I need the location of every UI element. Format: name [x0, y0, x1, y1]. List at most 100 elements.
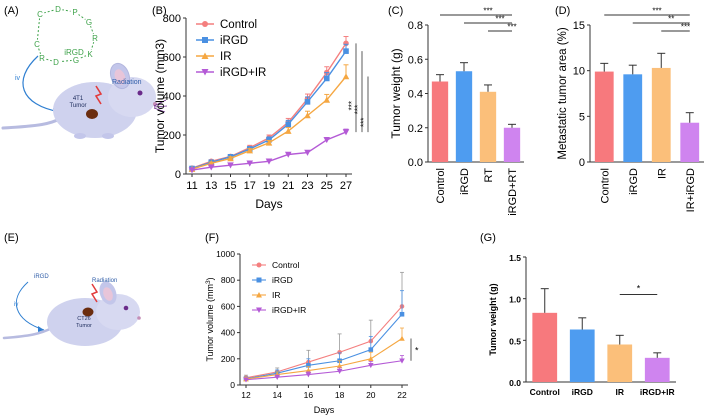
- chart-d-metastatic-area: 0 5 10 15 Metastatic tumor area (%) Control iR…: [557, 7, 704, 212]
- y-tick-label: 1.5: [509, 253, 521, 263]
- peptide-letter: R: [39, 54, 45, 63]
- x-tick-label: 19: [263, 180, 275, 192]
- illustration-e: iRGD iv Radiation CT26 Tumor: [2, 274, 141, 346]
- data-point: [305, 372, 312, 378]
- peptide-node: [90, 33, 100, 43]
- data-point: [227, 155, 234, 162]
- series-line-irgd: [245, 313, 403, 380]
- x-tick-label: Control: [435, 168, 447, 203]
- x-tick-label: 11: [186, 180, 197, 192]
- panel-label-f: (F): [205, 232, 219, 244]
- significance-stars: ***: [495, 15, 504, 24]
- y-tick-label: 0.2: [408, 123, 423, 135]
- tumor-label-a-line1: 4T1: [73, 96, 84, 102]
- peptide-name-a: iRGD: [64, 48, 84, 57]
- chart-c-tumor-weight: 0.0 0.2 0.4 0.6 0.8 Tumor weight (g) Control iR…: [389, 7, 524, 216]
- significance-stars: ***: [360, 118, 369, 127]
- radiation-bolt-icon: [90, 283, 99, 303]
- panel-label-b: (B): [152, 5, 167, 17]
- legend-label: IR: [272, 290, 281, 300]
- data-point: [284, 151, 292, 158]
- peptide-letter: C: [34, 40, 40, 49]
- x-tick-label: 22: [397, 390, 407, 400]
- data-point: [399, 311, 405, 317]
- y-tick-label: 0.6: [408, 54, 423, 66]
- peptide-letter: D: [53, 58, 59, 67]
- iv-label-e: iv: [14, 302, 18, 308]
- bar-irgdrt: [503, 127, 521, 162]
- x-tick-label: Control: [599, 168, 611, 203]
- bar-control: [532, 312, 558, 382]
- radiation-label-a: Radiation: [112, 79, 142, 86]
- panel-label-g: (G): [480, 232, 496, 244]
- radiation-label-e: Radiation: [92, 278, 117, 284]
- x-tick-label: 17: [244, 180, 256, 192]
- peptide-node: [51, 57, 61, 67]
- data-point: [343, 48, 349, 54]
- iv-label-a: iv: [15, 75, 21, 82]
- y-tick-label: 0.0: [509, 378, 521, 388]
- data-point: [201, 69, 209, 76]
- data-point: [256, 292, 262, 298]
- peptide-node: [32, 39, 42, 49]
- data-point: [304, 149, 311, 156]
- significance-stars: ***: [354, 105, 363, 114]
- x-tick-label: 25: [321, 180, 333, 192]
- data-point: [336, 363, 343, 369]
- x-tick-label: 15: [224, 180, 236, 192]
- legend-label: iRGD+IR: [272, 305, 306, 315]
- bar-irirgd: [680, 122, 700, 162]
- x-tick-label: iRGD+IR: [640, 387, 675, 397]
- tumor-label-e-line2: Tumor: [76, 323, 92, 329]
- series-line-irgd: [191, 50, 347, 170]
- significance-stars: ***: [652, 7, 661, 16]
- y-tick-label: 0.4: [408, 89, 423, 101]
- y-axis-label: Tumor volume (mm3): [153, 39, 167, 153]
- data-point: [256, 262, 262, 268]
- data-point: [246, 160, 254, 167]
- mouse-icon: [1, 62, 168, 139]
- y-tick-label: 1000: [216, 249, 235, 259]
- y-tick-label: 800: [221, 275, 235, 285]
- data-point: [342, 73, 350, 80]
- data-point: [265, 158, 273, 165]
- x-tick-label: 16: [304, 390, 314, 400]
- y-tick-label: 600: [163, 52, 181, 64]
- data-point: [399, 358, 405, 364]
- data-point: [202, 37, 208, 43]
- x-tick-label: 20: [366, 390, 376, 400]
- peptide-letter: K: [87, 50, 93, 59]
- peptide-bond: [36, 13, 41, 45]
- chart-g-tumor-weight: 0.0 0.5 1.0 1.5 Tumor weight (g) Control iRGD I…: [488, 253, 676, 397]
- bar-rt: [479, 91, 497, 162]
- peptide-node: [35, 9, 45, 19]
- data-point: [188, 167, 196, 174]
- significance-stars: ***: [348, 101, 357, 110]
- x-tick-label: 13: [205, 180, 217, 192]
- bar-irgd: [623, 74, 643, 162]
- y-tick-label: 600: [221, 301, 235, 311]
- x-tick-label: 27: [340, 180, 352, 192]
- legend-label: Control: [220, 19, 257, 31]
- peptide-bond: [57, 8, 76, 13]
- bar-control: [594, 71, 614, 162]
- x-tick-label: 18: [335, 390, 345, 400]
- y-tick-label: 400: [163, 91, 181, 103]
- legend-label: iRGD: [272, 275, 293, 285]
- data-point: [304, 112, 311, 119]
- y-tick-label: 0.0: [408, 157, 423, 169]
- y-tick-label: 0: [175, 169, 181, 181]
- significance-stars: ***: [483, 7, 492, 16]
- bar-irgdir: [644, 357, 670, 382]
- x-tick-label: 21: [282, 180, 294, 192]
- data-point: [201, 52, 209, 59]
- data-point: [323, 137, 331, 144]
- data-point: [284, 127, 292, 134]
- peptide-bond: [74, 11, 90, 23]
- data-point: [399, 335, 405, 341]
- x-tick-label: 14: [272, 390, 282, 400]
- bar-ir: [607, 344, 633, 382]
